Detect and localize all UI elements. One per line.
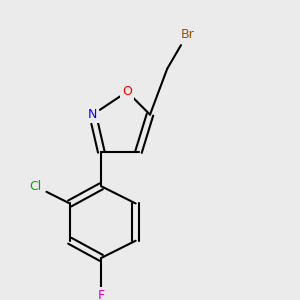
Text: N: N xyxy=(88,108,98,121)
Text: Cl: Cl xyxy=(29,180,41,193)
Text: Br: Br xyxy=(180,28,194,41)
Text: F: F xyxy=(98,289,105,300)
Text: O: O xyxy=(122,85,132,98)
